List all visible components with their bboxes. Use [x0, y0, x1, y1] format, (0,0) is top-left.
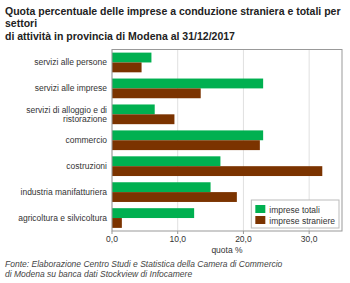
category-label: servizi di alloggio e diristorazione: [26, 105, 107, 125]
legend: imprese totaliimprese straniere: [251, 200, 339, 228]
bar: [112, 166, 322, 176]
bar: [112, 156, 220, 166]
category-label: servizi alle persone: [34, 57, 107, 67]
bar: [112, 88, 201, 98]
category-label: agricoltura e silvicoltura: [18, 213, 107, 223]
legend-swatch: [255, 216, 265, 224]
bar: [112, 79, 263, 89]
bar: [112, 140, 260, 150]
bar: [112, 62, 142, 72]
bar: [112, 208, 194, 218]
plot-background: [112, 50, 342, 232]
source-note: Fonte: Elaborazione Centro Studi e Stati…: [5, 259, 283, 280]
tick-label: 10,0: [169, 234, 186, 244]
bar: [112, 218, 122, 228]
bar: [112, 130, 263, 140]
category-label: commercio: [65, 135, 107, 145]
tick-label: 20,0: [235, 234, 252, 244]
legend-label: imprese totali: [269, 205, 320, 215]
legend-frame: [251, 200, 339, 228]
axis-label: quota %: [211, 245, 243, 255]
plot-frame: [112, 50, 342, 232]
category-label: industria manifatturiera: [21, 187, 108, 197]
tick-label: 30,0: [301, 234, 318, 244]
category-label: servizi alle imprese: [35, 83, 108, 93]
legend-label: imprese straniere: [269, 216, 335, 226]
bar: [112, 53, 151, 63]
bar: [112, 104, 155, 114]
bar: [112, 182, 211, 192]
tick-label: 0,0: [106, 234, 118, 244]
bar: [112, 114, 174, 124]
category-label: costruzioni: [66, 161, 107, 171]
bar: [112, 192, 237, 202]
chart: Quota percentuale delle imprese a conduz…: [0, 0, 350, 283]
title: Quota percentuale delle imprese a conduz…: [5, 5, 341, 42]
legend-swatch: [255, 205, 265, 213]
